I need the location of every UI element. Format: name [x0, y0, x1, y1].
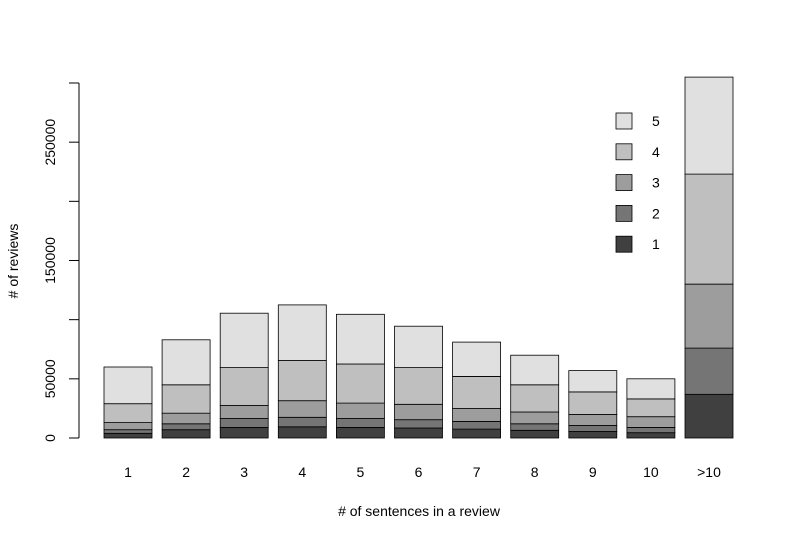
- x-tick-label: >10: [697, 464, 721, 480]
- y-tick-label: 150000: [42, 237, 58, 284]
- bar-segment-1-rating-2: [103, 429, 153, 434]
- bar-segment-1-rating-1: [103, 432, 153, 439]
- legend-swatch-5: [615, 112, 633, 130]
- legend-label-1: 1: [652, 236, 660, 252]
- bar-segment-6-rating-2: [394, 419, 443, 429]
- bar-segment-10-rating-3: [626, 416, 676, 428]
- x-axis: 1 2 3 4 5 6 7 8 9 10 >10: [124, 464, 721, 480]
- legend-label-2: 2: [652, 205, 660, 221]
- bar-segment-8-rating-3: [510, 411, 560, 425]
- legend-swatch-2: [615, 204, 633, 222]
- y-axis-title: # of reviews: [5, 224, 21, 299]
- legend-swatch-4: [615, 143, 633, 161]
- x-tick-label: 2: [182, 464, 190, 480]
- bar-segment-9-rating-2: [568, 425, 618, 432]
- bar-segment-3-rating-2: [219, 418, 269, 428]
- bar-segment-6-rating-4: [394, 367, 443, 405]
- bar-segment-1-rating-5: [103, 366, 153, 405]
- bar-segment-7-rating-3: [452, 407, 502, 422]
- bar-segment-7-rating-5: [452, 341, 502, 377]
- y-tick-label: 50000: [42, 359, 58, 398]
- bar-segment-4-rating-4: [277, 360, 327, 402]
- y-axis: 0 50000 150000 250000: [42, 82, 80, 442]
- y-tick-label: 0: [42, 434, 58, 442]
- x-tick-label: 4: [298, 464, 306, 480]
- x-tick-label: 7: [473, 464, 481, 480]
- y-tick-label: 250000: [42, 119, 58, 166]
- bar-segment-4-rating-5: [277, 304, 327, 361]
- bar-segment-5-rating-4: [335, 363, 385, 404]
- x-tick-label: 10: [643, 464, 659, 480]
- x-axis-title: # of sentences in a review: [338, 503, 501, 519]
- x-tick-label: 8: [531, 464, 539, 480]
- legend: 5 4 3 2 1: [615, 112, 660, 253]
- bar-segment-3-rating-3: [219, 405, 269, 419]
- bar-segment-9-rating-5: [568, 370, 618, 393]
- bar-segment-8-rating-1: [510, 429, 560, 439]
- bar-segment-6-rating-3: [394, 403, 443, 421]
- bar-segment-5-rating-3: [335, 402, 385, 419]
- bar-segment-3-rating-5: [219, 312, 269, 369]
- bar-segment-3-rating-1: [219, 426, 269, 439]
- bar-segment-10-rating-5: [626, 378, 676, 400]
- bar-segment-4-rating-1: [277, 426, 327, 439]
- legend-label-5: 5: [652, 113, 660, 129]
- legend-label-3: 3: [652, 175, 660, 191]
- bar-segment-2-rating-4: [161, 384, 211, 414]
- bar-segment-9-rating-3: [568, 413, 618, 426]
- bar-segment-11-rating-5: [684, 76, 734, 175]
- bar-segment-4-rating-3: [277, 400, 327, 418]
- bar-segment-2-rating-3: [161, 412, 211, 425]
- bar-segment-11-rating-2: [684, 347, 734, 395]
- bar-segment-8-rating-2: [510, 423, 560, 431]
- legend-swatch-3: [615, 174, 633, 192]
- bar-segment-5-rating-2: [335, 418, 385, 428]
- x-tick-label: 9: [589, 464, 597, 480]
- bar-segment-7-rating-2: [452, 420, 502, 430]
- bar-segment-5-rating-1: [335, 426, 385, 439]
- bar-segment-10-rating-2: [626, 426, 676, 434]
- x-tick-label: 3: [240, 464, 248, 480]
- bar-segment-2-rating-2: [161, 423, 211, 431]
- bar-segment-8-rating-4: [510, 384, 560, 413]
- bar-segment-9-rating-1: [568, 431, 618, 439]
- bar-segment-2-rating-1: [161, 429, 211, 439]
- bar-segment-7-rating-1: [452, 428, 502, 439]
- bar-segment-11-rating-3: [684, 283, 734, 349]
- bar-segment-4-rating-2: [277, 416, 327, 428]
- bar-segment-11-rating-1: [684, 393, 734, 439]
- legend-label-4: 4: [652, 144, 660, 160]
- bar-segment-10-rating-1: [626, 432, 676, 439]
- bar-segment-9-rating-4: [568, 391, 618, 415]
- bar-segment-3-rating-4: [219, 367, 269, 406]
- x-tick-label: 1: [124, 464, 132, 480]
- bar-segment-2-rating-5: [161, 339, 211, 386]
- bars-layer: [103, 76, 734, 439]
- bar-segment-8-rating-5: [510, 354, 560, 386]
- bar-segment-1-rating-3: [103, 422, 153, 431]
- x-tick-label: 5: [357, 464, 365, 480]
- bar-segment-6-rating-5: [394, 325, 443, 369]
- bar-segment-5-rating-5: [335, 313, 385, 365]
- bar-segment-1-rating-4: [103, 403, 153, 424]
- bar-segment-7-rating-4: [452, 376, 502, 409]
- bar-segment-10-rating-4: [626, 398, 676, 418]
- bar-segment-6-rating-1: [394, 427, 443, 439]
- legend-swatch-1: [615, 235, 633, 253]
- bar-segment-11-rating-4: [684, 173, 734, 285]
- x-tick-label: 6: [415, 464, 423, 480]
